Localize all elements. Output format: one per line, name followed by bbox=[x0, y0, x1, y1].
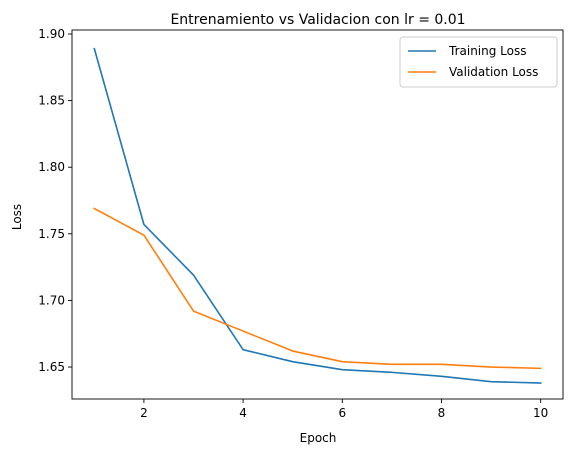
y-tick-label: 1.80 bbox=[38, 160, 65, 174]
x-tick-label: 8 bbox=[438, 406, 446, 420]
legend-label-2: Validation Loss bbox=[449, 65, 538, 79]
series-line-2 bbox=[93, 207, 542, 370]
y-tick-label: 1.85 bbox=[38, 94, 65, 108]
x-tick-label: 6 bbox=[338, 406, 346, 420]
series-line-1 bbox=[93, 47, 542, 384]
x-axis-ticks: 2 4 6 8 10 bbox=[140, 399, 548, 420]
x-tick-label: 2 bbox=[140, 406, 148, 420]
y-tick-label: 1.75 bbox=[38, 227, 65, 241]
x-axis-label: Epoch bbox=[300, 431, 337, 445]
legend-box bbox=[399, 36, 558, 88]
y-axis-label: Loss bbox=[10, 204, 24, 230]
plot-area bbox=[71, 29, 564, 400]
chart-title: Entrenamiento vs Validacion con lr = 0.0… bbox=[170, 12, 465, 28]
y-tick-label: 1.90 bbox=[38, 27, 65, 41]
y-axis-ticks: 1.65 1.70 1.75 1.80 1.85 1.90 bbox=[38, 27, 72, 374]
x-tick-label: 10 bbox=[533, 406, 548, 420]
legend-label-1: Training Loss bbox=[448, 44, 526, 58]
plot-frame bbox=[71, 29, 564, 400]
legend: Training Loss Validation Loss bbox=[399, 36, 558, 88]
y-tick-label: 1.70 bbox=[38, 293, 65, 307]
y-tick-label: 1.65 bbox=[38, 360, 65, 374]
x-tick-label: 4 bbox=[239, 406, 247, 420]
